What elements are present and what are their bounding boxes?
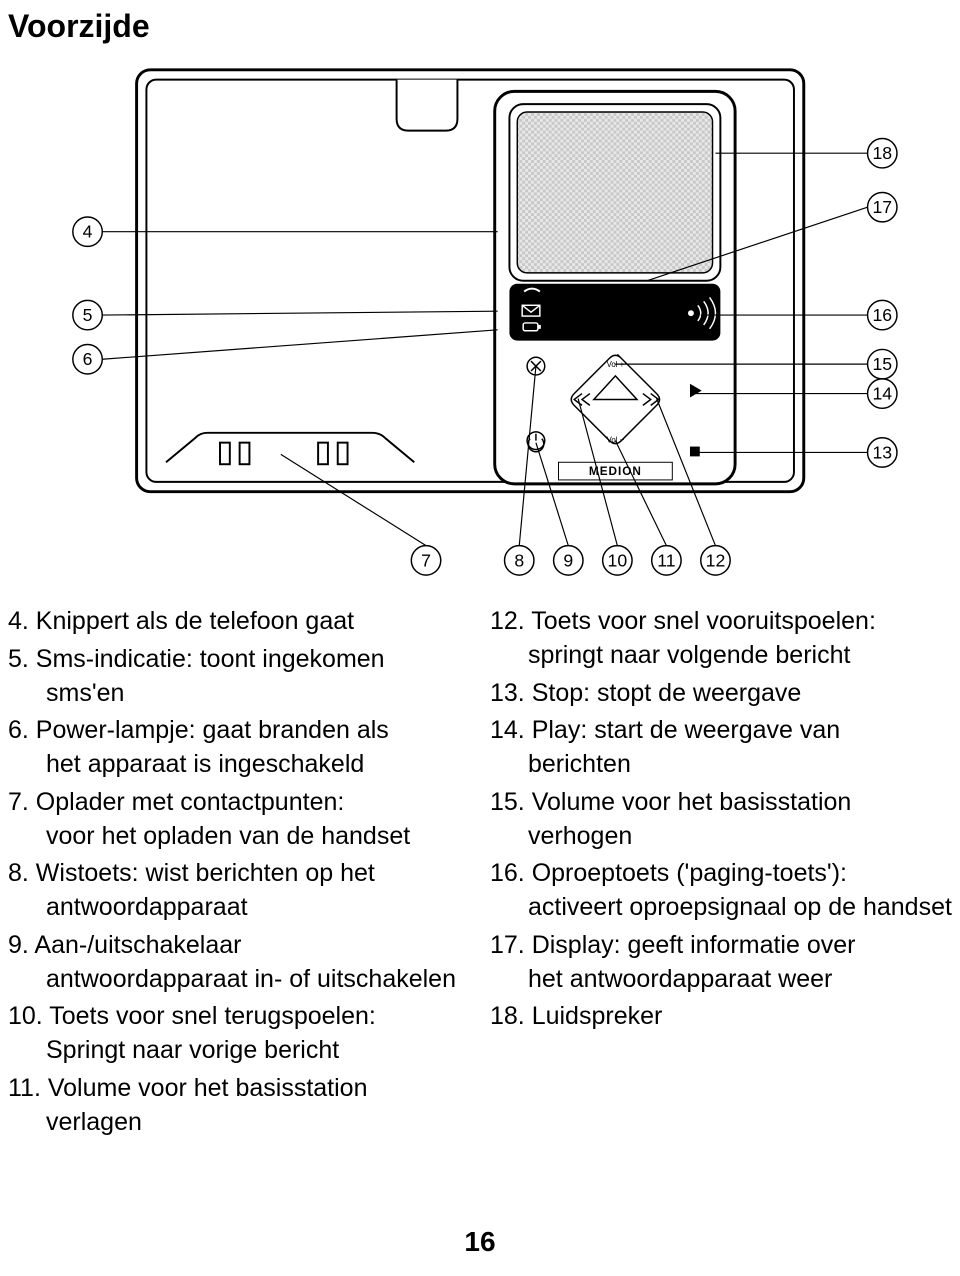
description-columns: 4. Knippert als de telefoon gaat 5. Sms-i… <box>8 605 952 1143</box>
list-item: 5. Sms-indicatie: toont ingekomensms'en <box>8 643 470 711</box>
svg-text:4: 4 <box>83 222 93 242</box>
svg-text:16: 16 <box>872 305 892 325</box>
svg-text:6: 6 <box>83 349 93 369</box>
list-item: 17. Display: geeft informatie overhet an… <box>490 929 952 997</box>
list-item: 14. Play: start de weergave vanberichten <box>490 714 952 782</box>
list-item: 4. Knippert als de telefoon gaat <box>8 605 470 639</box>
list-item: 15. Volume voor het basisstationverhogen <box>490 786 952 854</box>
right-column: 12. Toets voor snel vooruitspoelen:sprin… <box>490 605 952 1143</box>
page-number: 16 <box>0 1226 960 1258</box>
svg-text:11: 11 <box>657 550 675 570</box>
list-item: 8. Wistoets: wist berichten op hetantwoo… <box>8 857 470 925</box>
svg-text:7: 7 <box>421 550 431 570</box>
list-item: 10. Toets voor snel terugspoelen:Springt… <box>8 1000 470 1068</box>
device-diagram: Vol + Vol − MEDION 456 181716151413 7891… <box>40 60 920 580</box>
svg-text:9: 9 <box>563 550 573 570</box>
svg-text:14: 14 <box>872 384 892 404</box>
list-item: 6. Power-lampje: gaat branden alshet app… <box>8 714 470 782</box>
list-item: 12. Toets voor snel vooruitspoelen:sprin… <box>490 605 952 673</box>
svg-text:15: 15 <box>872 354 892 374</box>
svg-text:18: 18 <box>872 143 892 163</box>
list-item: 16. Oproeptoets ('paging-toets'):activee… <box>490 857 952 925</box>
list-item: 13. Stop: stopt de weergave <box>490 677 952 711</box>
list-item: 18. Luidspreker <box>490 1000 952 1034</box>
vol-minus-label: Vol − <box>607 436 625 445</box>
list-item: 9. Aan-/uitschakelaarantwoordapparaat in… <box>8 929 470 997</box>
svg-text:13: 13 <box>872 442 892 462</box>
left-column: 4. Knippert als de telefoon gaat 5. Sms-i… <box>8 605 470 1143</box>
svg-text:5: 5 <box>83 305 93 325</box>
svg-text:10: 10 <box>608 550 628 570</box>
svg-text:8: 8 <box>514 550 524 570</box>
list-item: 7. Oplader met contactpunten:voor het op… <box>8 786 470 854</box>
svg-text:12: 12 <box>706 550 726 570</box>
list-item: 11. Volume voor het basisstationverlagen <box>8 1072 470 1140</box>
page-title: Voorzijde <box>8 8 150 45</box>
svg-text:17: 17 <box>872 197 892 217</box>
